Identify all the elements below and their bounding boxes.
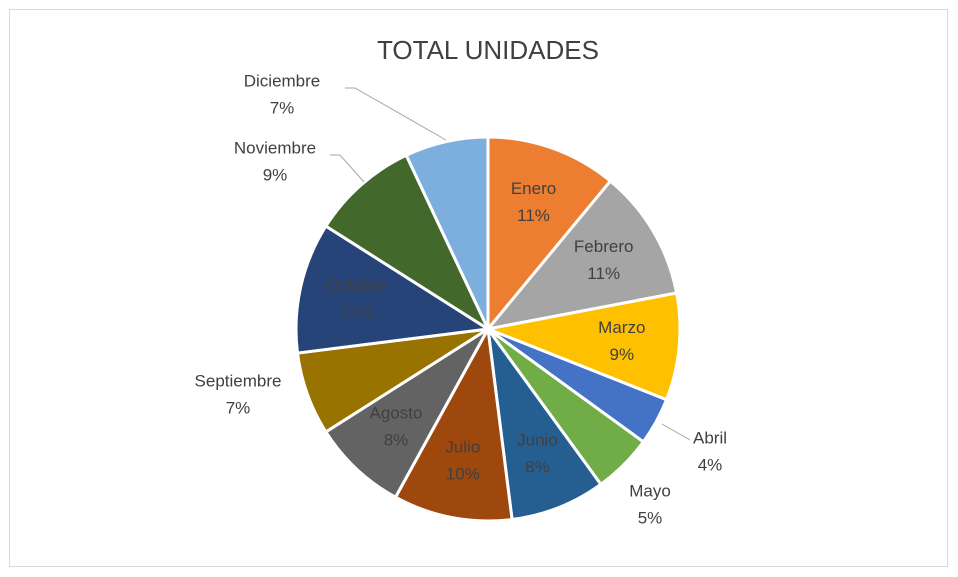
category-label: Diciembre bbox=[244, 71, 321, 90]
category-label: Septiembre bbox=[195, 371, 282, 390]
pie-slice bbox=[393, 324, 514, 523]
pie-slice bbox=[404, 135, 490, 330]
value-label: 11% bbox=[587, 264, 620, 283]
pie-slice bbox=[323, 327, 490, 500]
category-label: Noviembre bbox=[234, 138, 316, 157]
pie-slice bbox=[486, 328, 603, 522]
category-label: Octubre bbox=[327, 276, 387, 295]
pie-slice bbox=[482, 291, 682, 402]
value-label: 11% bbox=[517, 206, 550, 225]
category-label: Enero bbox=[511, 179, 556, 198]
value-label: 8% bbox=[525, 457, 550, 476]
pie-slice bbox=[484, 178, 679, 332]
value-label: 7% bbox=[226, 398, 251, 417]
leader-line bbox=[345, 87, 447, 141]
pie-slice bbox=[323, 153, 492, 334]
value-label: 7% bbox=[270, 98, 295, 117]
category-label: Agosto bbox=[370, 403, 423, 422]
category-label: Marzo bbox=[598, 318, 645, 337]
value-label: 9% bbox=[263, 165, 288, 184]
value-label: 10% bbox=[446, 465, 480, 484]
category-label: Febrero bbox=[574, 237, 634, 256]
value-label: 8% bbox=[384, 430, 409, 449]
leader-line bbox=[661, 423, 691, 441]
value-label: 9% bbox=[610, 345, 635, 364]
category-label: Julio bbox=[445, 438, 480, 457]
category-label: Junio bbox=[517, 430, 558, 449]
value-label: 11% bbox=[340, 303, 373, 322]
leader-line bbox=[330, 154, 365, 183]
category-label: Abril bbox=[693, 428, 727, 447]
category-label: Mayo bbox=[629, 481, 671, 500]
chart-title: TOTAL UNIDADES bbox=[377, 35, 599, 65]
value-label: 4% bbox=[698, 455, 723, 474]
value-label: 5% bbox=[638, 508, 663, 527]
pie-slice bbox=[294, 224, 493, 355]
pie-slice bbox=[486, 135, 613, 334]
